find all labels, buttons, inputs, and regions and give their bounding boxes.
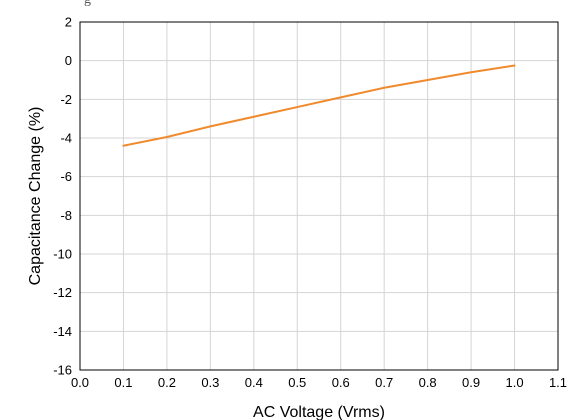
y-tick-label: -12 [53, 285, 72, 300]
y-tick-label: -4 [60, 131, 72, 146]
y-tick-label: -10 [53, 247, 72, 262]
y-tick-label: -6 [60, 169, 72, 184]
x-tick-label: 1.1 [549, 375, 567, 390]
x-tick-label: 0.5 [288, 375, 306, 390]
y-axis-title: Capacitance Change (%) [27, 107, 44, 286]
x-tick-label: 0.8 [419, 375, 437, 390]
y-tick-label: -8 [60, 208, 72, 223]
plot-area [80, 22, 558, 370]
x-tick-label: 0.9 [462, 375, 480, 390]
x-tick-labels: 0.0 0.1 0.2 0.3 0.4 0.5 0.6 0.7 0.8 0.9 1.0 1.1 [71, 375, 567, 390]
x-tick-label: 0.6 [332, 375, 350, 390]
y-tick-label: -2 [60, 92, 72, 107]
series-layer [122, 64, 516, 147]
x-tick-label: 1.0 [506, 375, 524, 390]
y-tick-labels: 2 0 -2 -4 -6 -8 -10 -12 -14 -16 [53, 15, 72, 378]
x-tick-label: 0.1 [114, 375, 132, 390]
y-tick-label: 2 [65, 15, 72, 30]
y-tick-label: 0 [65, 53, 72, 68]
x-tick-label: 0.0 [71, 375, 89, 390]
x-tick-label: 0.3 [201, 375, 219, 390]
x-tick-label: 0.7 [375, 375, 393, 390]
y-tick-label: -16 [53, 363, 72, 378]
y-tick-label: -14 [53, 324, 72, 339]
series-line-0 [122, 64, 516, 147]
x-axis-title: AC Voltage (Vrms) [253, 404, 385, 420]
chart-title-fragment: g [84, 0, 91, 7]
x-tick-label: 0.2 [158, 375, 176, 390]
plot-frame [79, 21, 559, 371]
x-tick-label: 0.4 [245, 375, 263, 390]
